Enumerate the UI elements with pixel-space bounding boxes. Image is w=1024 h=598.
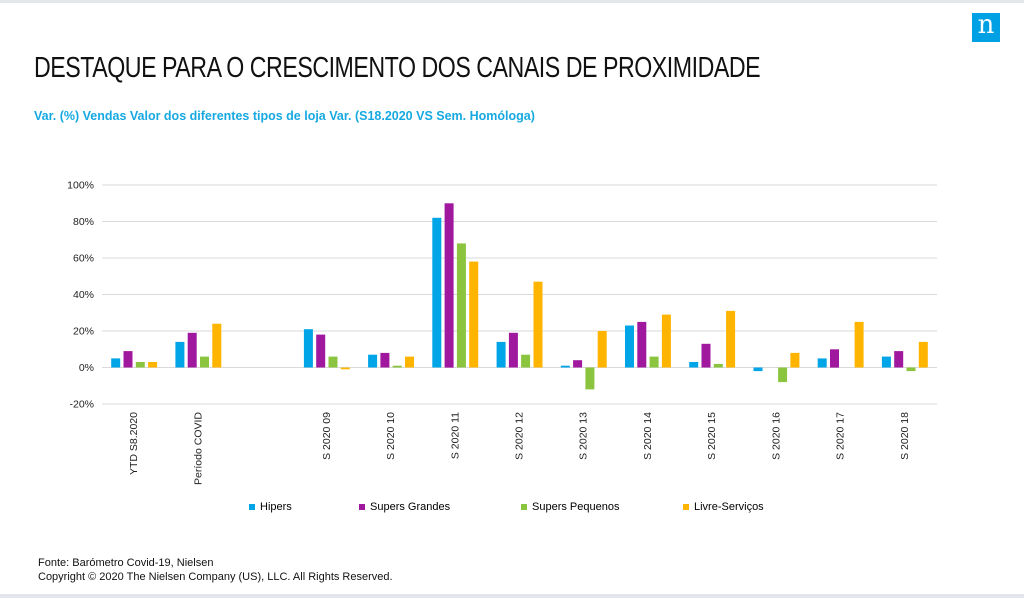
bar [533,281,543,368]
legend-label: Hipers [260,501,292,513]
bottom-border [0,594,1024,598]
legend-swatch [359,504,365,510]
y-tick-label: 20% [73,326,94,338]
top-border [0,0,1024,3]
bar [625,325,634,368]
bar [585,367,595,390]
bar [560,365,570,368]
bar [918,341,928,368]
bar [790,352,800,368]
x-tick-label: S 2020 17 [835,412,847,460]
bar [456,243,466,368]
bar [328,356,338,368]
bar [316,334,326,368]
copyright-note: Copyright © 2020 The Nielsen Company (US… [38,571,393,583]
bar [649,356,659,368]
legend-swatch [683,504,689,510]
bar [111,358,121,368]
legend-swatch [249,504,255,510]
bar [340,367,350,370]
y-tick-label: 100% [67,180,94,192]
bar [726,310,736,368]
bar [405,356,414,368]
bar [432,217,442,368]
x-tick-label: S 2020 10 [385,412,397,460]
bar [753,367,763,372]
bar [368,354,378,368]
y-tick-label: -20% [69,399,94,411]
bar [135,362,145,368]
y-tick-label: 40% [73,289,94,301]
source-note: Fonte: Barómetro Covid-19, Nielsen [38,557,214,569]
bar [689,362,699,368]
bar [854,321,864,368]
bar [906,367,916,372]
bar [881,356,891,368]
bar [444,203,454,368]
legend-label: Livre-Serviços [694,501,764,513]
x-tick-label: S 2020 11 [449,412,461,459]
bar [713,363,723,368]
bar [661,314,671,368]
y-tick-label: 0% [79,362,94,374]
bar [469,261,479,368]
page-title: DESTAQUE PARA O CRESCIMENTO DOS CANAIS D… [34,52,761,84]
chart-legend: Hipers Supers Grandes Supers Pequenos Livre… [0,501,1024,515]
legend-item: Livre-Serviços [683,501,764,513]
legend-item: Supers Grandes [359,501,450,513]
bar [187,332,197,368]
bar [521,354,531,368]
bar [637,321,647,368]
x-tick-label: YTD S8.2020 [128,412,140,475]
bar [212,323,222,368]
bar [380,352,390,368]
bar [597,331,607,368]
y-tick-label: 60% [73,253,94,265]
x-tick-label: S 2020 18 [899,412,911,460]
x-tick-label: S 2020 15 [706,412,718,460]
bar [778,367,788,383]
x-tick-label: S 2020 12 [514,412,526,460]
bar [123,351,133,368]
bar [175,341,185,368]
bar [496,341,506,368]
bar [303,329,313,368]
bar [894,351,904,368]
legend-swatch [521,504,527,510]
bar [392,365,402,368]
bar [830,349,839,368]
x-tick-label: S 2020 13 [578,412,590,460]
legend-label: Supers Pequenos [532,501,620,513]
bar [817,358,827,368]
bar [573,360,583,368]
x-tick-label: Período COVID [192,412,204,485]
legend-item: Supers Pequenos [521,501,619,513]
y-tick-label: 80% [73,216,94,228]
legend-item: Hipers [249,501,292,513]
bar [200,356,209,368]
legend-label: Supers Grandes [370,501,451,513]
x-tick-label: S 2020 09 [321,412,333,460]
x-tick-label: S 2020 16 [770,412,782,460]
x-tick-label: S 2020 14 [642,412,654,460]
chart-subtitle: Var. (%) Vendas Valor dos diferentes tip… [34,109,535,123]
bar-chart: 100% 80% 60% 40% 20% 0% -20% YTD S8.2020 Período… [67,180,937,485]
nielsen-logo: n [972,12,1000,42]
bar [148,362,158,368]
bar [508,332,518,368]
bar [701,343,711,368]
